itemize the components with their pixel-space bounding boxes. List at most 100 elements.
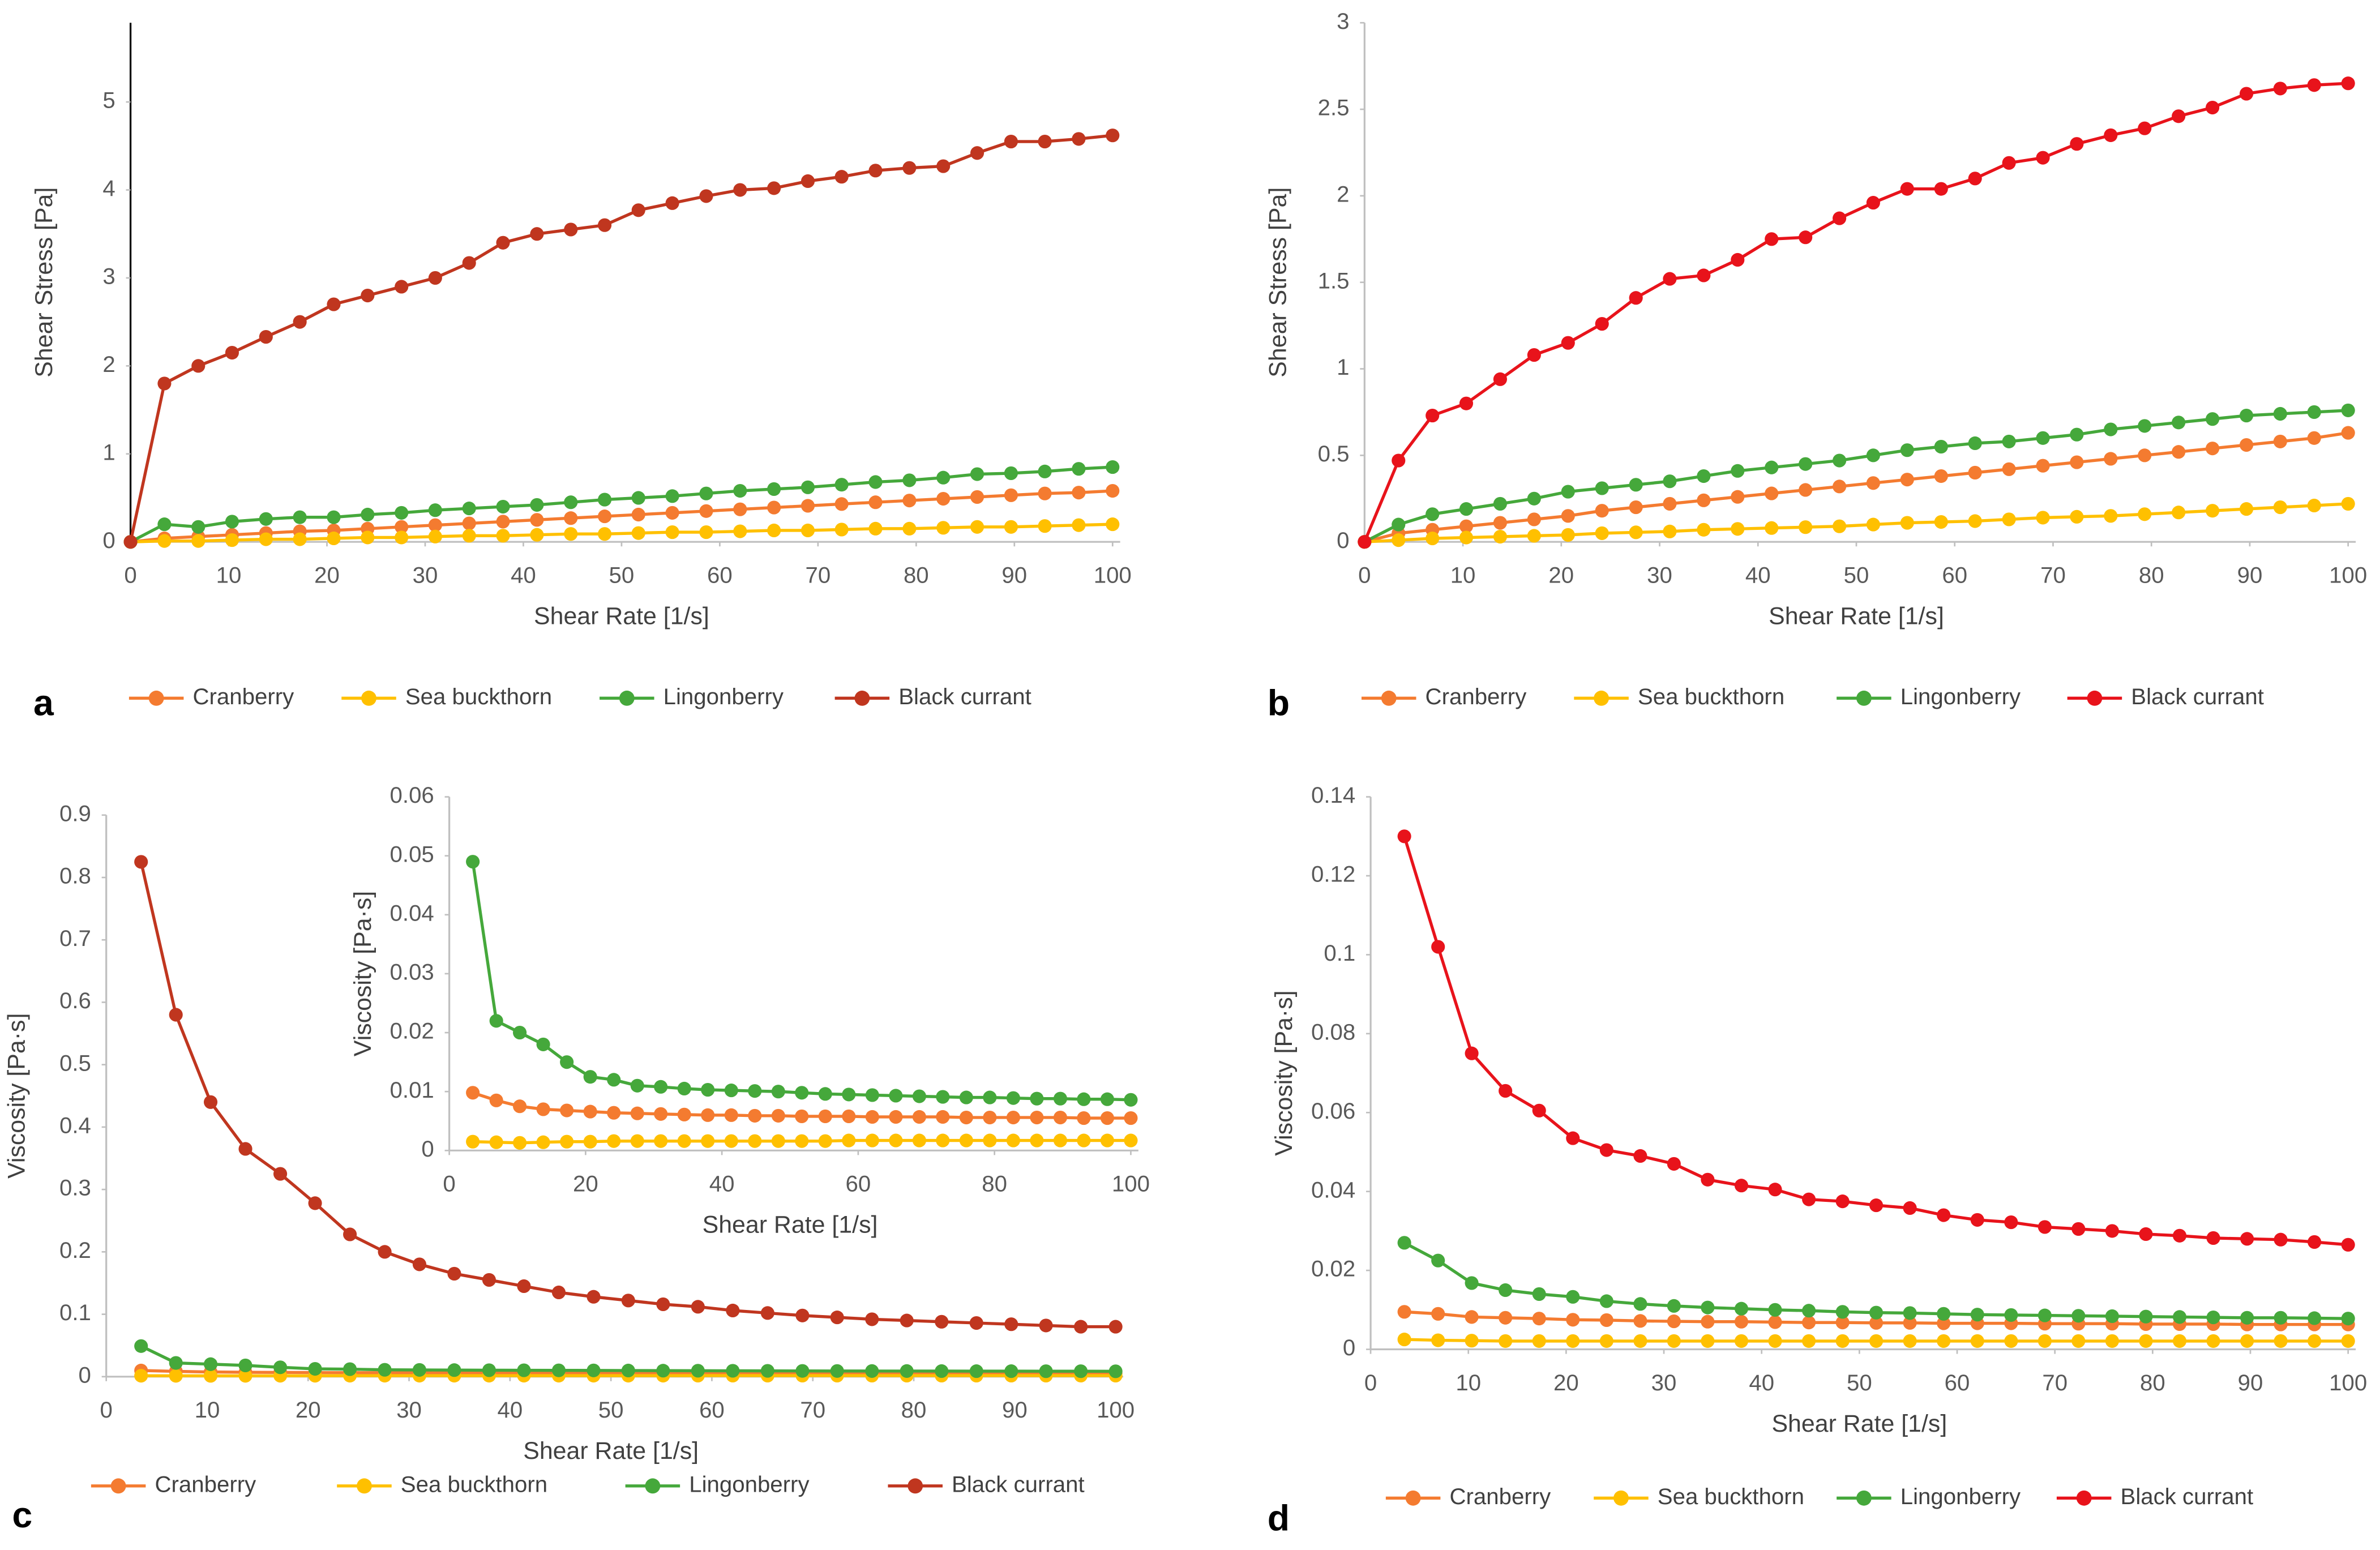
- data-point: [2105, 1309, 2119, 1324]
- y-axis-label: Viscosity [Pa·s]: [349, 891, 376, 1056]
- data-point: [1595, 526, 1609, 540]
- y-tick-label: 0.9: [59, 800, 91, 826]
- data-point: [1566, 1290, 1580, 1304]
- data-point: [733, 524, 747, 538]
- data-point: [1937, 1316, 1951, 1330]
- data-point: [970, 146, 984, 160]
- data-point: [865, 1364, 879, 1378]
- data-point: [1731, 490, 1745, 504]
- data-point: [733, 502, 747, 516]
- data-point: [1072, 132, 1086, 146]
- data-point: [1006, 1133, 1020, 1147]
- legend-marker: [1405, 1490, 1421, 1506]
- data-point: [1599, 1294, 1613, 1308]
- data-point: [583, 1104, 597, 1119]
- data-point: [2274, 1232, 2288, 1247]
- legend-label: Cranberry: [1449, 1484, 1551, 1509]
- data-point: [1074, 1320, 1088, 1334]
- data-point: [1937, 1208, 1951, 1222]
- data-point: [726, 1364, 740, 1378]
- x-tick-label: 70: [2042, 1370, 2067, 1395]
- data-point: [1799, 230, 1813, 245]
- y-tick-label: 0: [102, 528, 115, 553]
- data-point: [2104, 422, 2118, 436]
- data-point: [771, 1134, 785, 1148]
- y-tick-label: 0.14: [1311, 782, 1355, 808]
- data-point: [157, 534, 172, 548]
- data-point: [868, 521, 883, 536]
- legend-label: Lingonberry: [664, 684, 784, 709]
- data-point: [1900, 182, 1914, 196]
- data-point: [936, 1110, 950, 1124]
- legend-marker: [854, 690, 870, 706]
- data-point: [1900, 473, 1914, 487]
- data-point: [1869, 1305, 1884, 1320]
- y-tick-label: 4: [102, 175, 115, 201]
- data-point: [1426, 507, 1440, 521]
- y-tick-label: 2.5: [1318, 95, 1350, 121]
- data-point: [889, 1133, 903, 1147]
- legend-marker: [1381, 690, 1397, 706]
- x-tick-label: 100: [1094, 562, 1132, 588]
- x-tick-label: 0: [443, 1171, 455, 1197]
- x-tick-label: 20: [1553, 1370, 1579, 1395]
- y-tick-label: 0.02: [1311, 1256, 1355, 1282]
- data-point: [395, 520, 409, 534]
- data-point: [513, 1026, 527, 1040]
- data-point: [2071, 1309, 2086, 1323]
- data-point: [428, 503, 442, 517]
- data-point: [1701, 1172, 1715, 1187]
- y-tick-label: 0.8: [59, 863, 91, 889]
- data-point: [983, 1110, 997, 1125]
- data-point: [1038, 134, 1052, 149]
- panel-label: a: [33, 683, 54, 723]
- data-point: [1499, 1283, 1513, 1298]
- legend-marker: [908, 1478, 923, 1494]
- data-point: [273, 1360, 288, 1375]
- data-point: [225, 533, 239, 547]
- legend-marker: [1594, 690, 1609, 706]
- data-point: [560, 1055, 574, 1069]
- data-point: [959, 1110, 973, 1125]
- data-point: [1968, 172, 1982, 186]
- data-point: [1106, 517, 1120, 532]
- data-point: [1072, 518, 1086, 532]
- y-tick-label: 0.02: [390, 1018, 434, 1044]
- data-point: [1869, 1316, 1884, 1330]
- data-point: [1629, 500, 1643, 515]
- data-point: [795, 1109, 809, 1123]
- data-point: [462, 502, 476, 516]
- data-point: [1869, 1334, 1884, 1348]
- data-point: [1768, 1303, 1782, 1317]
- data-point: [1900, 516, 1914, 530]
- data-point: [767, 523, 781, 538]
- data-point: [1701, 1314, 1715, 1329]
- data-point: [868, 475, 883, 489]
- data-point: [2002, 462, 2016, 476]
- data-point: [1599, 1313, 1613, 1328]
- data-point: [818, 1134, 832, 1148]
- data-point: [665, 196, 679, 210]
- data-point: [1566, 1131, 1580, 1145]
- data-point: [1465, 1310, 1479, 1324]
- y-tick-label: 0.08: [1311, 1019, 1355, 1044]
- data-point: [1030, 1110, 1044, 1125]
- x-tick-label: 0: [1358, 562, 1371, 588]
- data-point: [1053, 1133, 1068, 1147]
- data-point: [912, 1089, 926, 1103]
- data-point: [701, 1134, 715, 1148]
- data-point: [1561, 509, 1575, 523]
- data-point: [630, 1106, 644, 1120]
- data-point: [1663, 474, 1677, 489]
- data-point: [1561, 528, 1575, 542]
- data-point: [1392, 453, 1406, 468]
- data-point: [536, 1037, 550, 1051]
- data-point: [583, 1070, 597, 1084]
- data-point: [607, 1073, 621, 1087]
- data-point: [865, 1312, 879, 1326]
- data-point: [818, 1087, 832, 1101]
- data-point: [1004, 1317, 1018, 1331]
- data-point: [970, 490, 984, 504]
- data-point: [771, 1108, 785, 1123]
- data-point: [1667, 1334, 1681, 1348]
